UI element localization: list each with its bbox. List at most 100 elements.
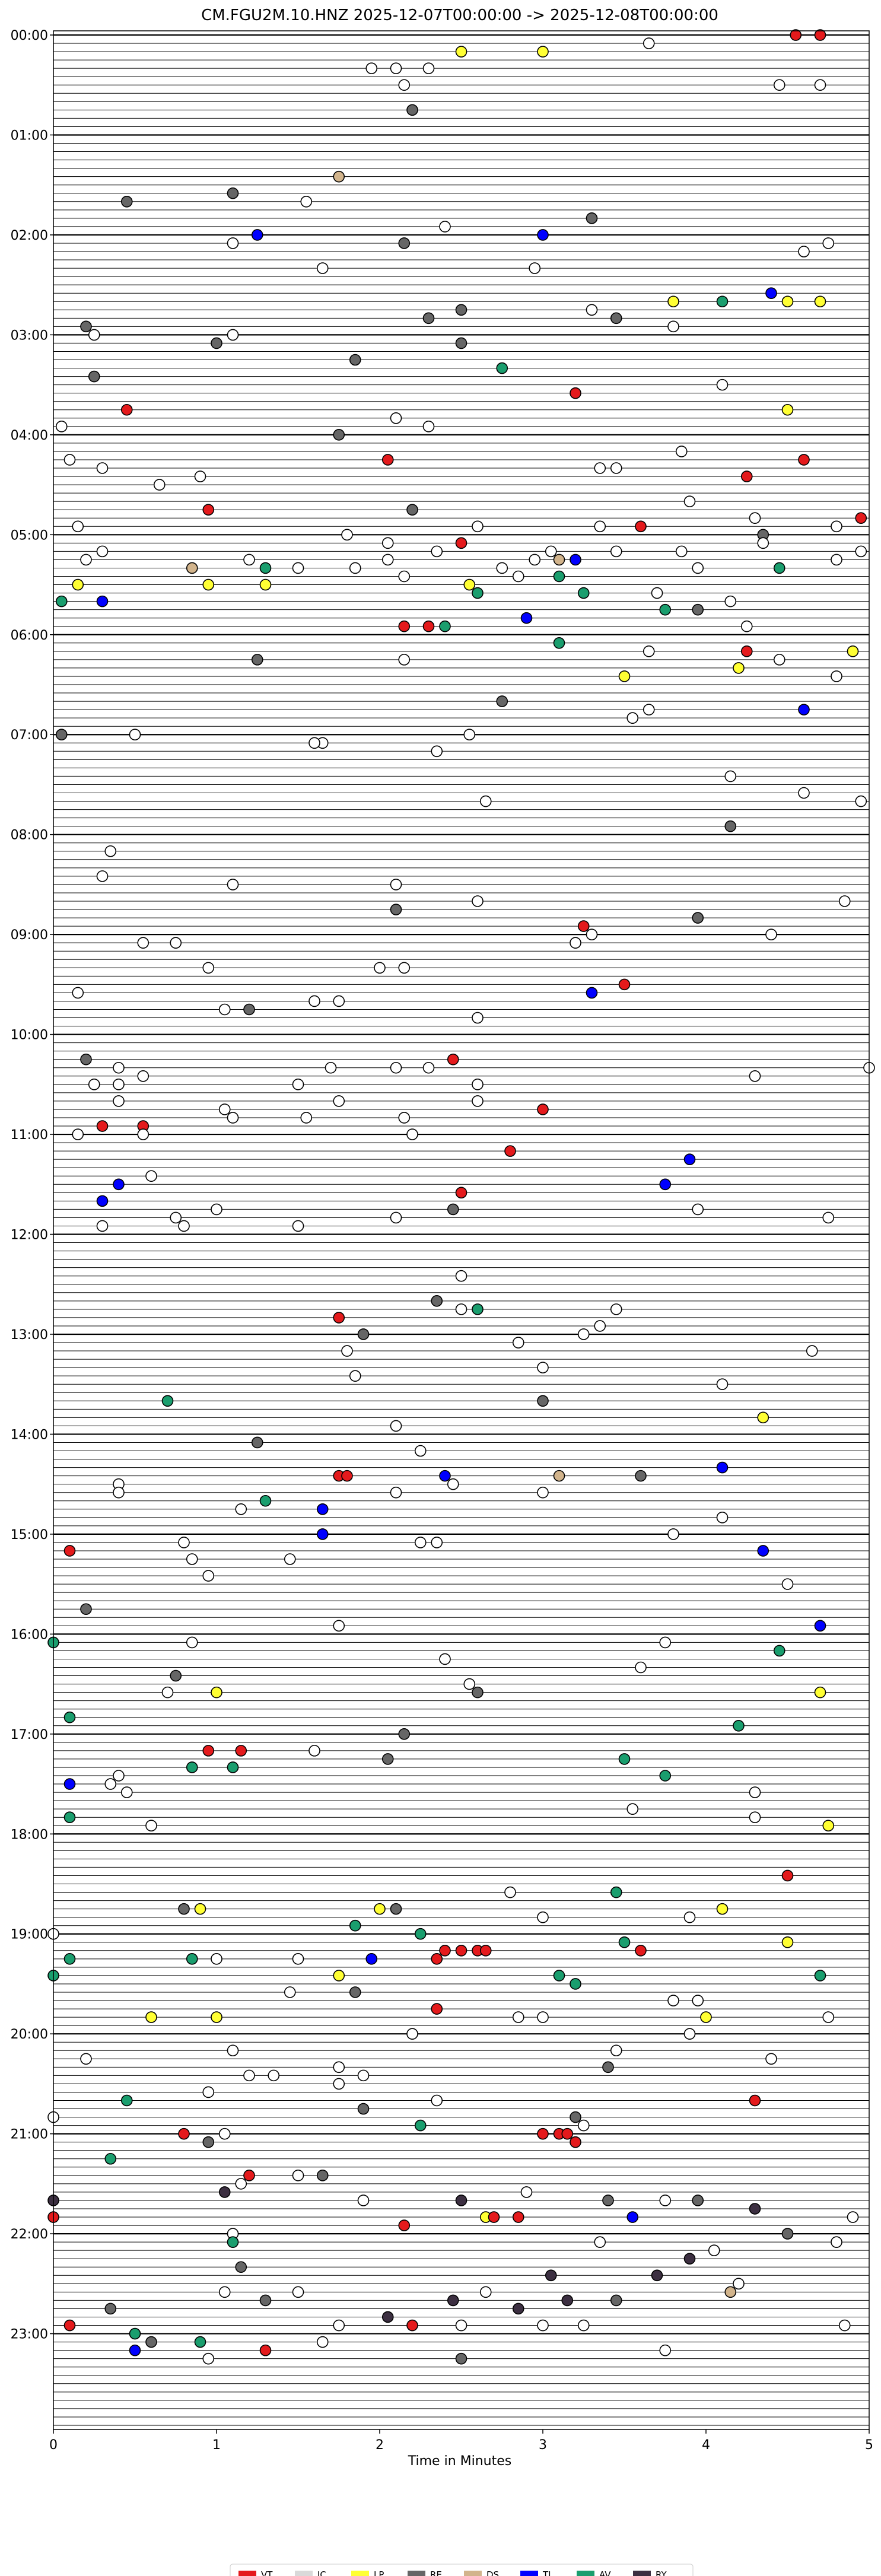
point-vt (96, 1120, 109, 1132)
point-vt (202, 504, 215, 516)
point-unclassified (300, 1112, 313, 1124)
point-unclassified (398, 570, 411, 583)
point-re (602, 2195, 614, 2206)
point-av (120, 2094, 133, 2107)
point-re (455, 337, 467, 349)
point-tl (586, 987, 598, 999)
chart-title: CM.FGU2M.10.HNZ 2025-12-07T00:00:00 -> 2… (201, 7, 718, 24)
data-points (47, 29, 875, 2365)
legend-swatch-av (577, 2571, 594, 2576)
point-unclassified (113, 1061, 125, 1074)
point-av (716, 295, 729, 308)
point-re (211, 337, 222, 349)
point-unclassified (439, 1653, 451, 1665)
point-unclassified (512, 2011, 524, 2023)
point-unclassified (333, 1620, 345, 1632)
point-unclassified (798, 787, 810, 799)
x-tick-label: 1 (212, 2438, 221, 2453)
point-tl (537, 229, 549, 241)
point-unclassified (675, 545, 688, 558)
point-re (227, 187, 239, 199)
point-unclassified (316, 2336, 329, 2348)
point-unclassified (847, 2211, 859, 2223)
point-unclassified (733, 2278, 745, 2290)
point-av (259, 1494, 272, 1507)
point-unclassified (431, 745, 443, 758)
y-tick-label: 06:00 (11, 628, 48, 643)
point-unclassified (422, 1061, 435, 1074)
point-unclassified (243, 2069, 255, 2082)
point-re (145, 2336, 157, 2348)
point-re (390, 1903, 402, 1915)
y-tick-label: 20:00 (11, 2027, 48, 2042)
y-tick-label: 09:00 (11, 928, 48, 943)
point-unclassified (626, 1803, 639, 1815)
point-re (80, 320, 92, 333)
point-unclassified (381, 537, 394, 549)
point-unclassified (683, 495, 696, 507)
point-unclassified (316, 262, 329, 274)
point-re (316, 2170, 329, 2181)
point-lp (781, 1936, 794, 1948)
point-vt (570, 387, 581, 399)
point-unclassified (357, 2069, 370, 2082)
point-unclassified (472, 520, 484, 533)
point-lp (194, 1903, 206, 1915)
point-unclassified (659, 2344, 672, 2356)
point-lp (202, 578, 215, 591)
point-tl (365, 1953, 378, 1965)
point-unclassified (537, 1362, 549, 1373)
point-vt (406, 2319, 418, 2332)
point-lp (333, 1970, 345, 1982)
point-unclassified (643, 704, 655, 715)
point-unclassified (855, 795, 867, 807)
point-ry (218, 2186, 231, 2198)
point-vt (512, 2211, 524, 2223)
point-unclassified (472, 1095, 484, 1107)
point-vt (537, 1103, 549, 1115)
point-tl (659, 1178, 672, 1191)
point-unclassified (300, 195, 313, 208)
point-ds (724, 2286, 737, 2298)
point-lp (757, 1411, 769, 1424)
point-unclassified (390, 62, 402, 74)
point-re (381, 1753, 394, 1765)
point-unclassified (365, 62, 378, 74)
legend-label-ds: DS (486, 2569, 499, 2576)
point-unclassified (398, 962, 411, 974)
point-unclassified (235, 2178, 247, 2190)
point-unclassified (227, 329, 239, 341)
y-tick-label: 02:00 (11, 228, 48, 243)
legend-label-av: AV (599, 2569, 611, 2576)
point-vt (235, 1745, 247, 1757)
point-ds (553, 554, 565, 566)
point-vt (749, 2094, 761, 2107)
y-tick-label: 04:00 (11, 428, 48, 443)
legend-label-tl: TL (542, 2569, 554, 2576)
y-tick-label: 23:00 (11, 2327, 48, 2342)
point-vt (455, 1945, 467, 1957)
point-unclassified (455, 1303, 467, 1315)
point-unclassified (472, 1079, 484, 1090)
point-av (553, 570, 565, 583)
point-unclassified (308, 995, 320, 1007)
point-av (439, 620, 451, 632)
point-av (55, 595, 68, 608)
point-unclassified (740, 620, 753, 632)
point-unclassified (145, 1820, 157, 1832)
point-re (455, 304, 467, 316)
point-unclassified (292, 1220, 304, 1232)
y-tick-label: 16:00 (11, 1627, 48, 1642)
point-unclassified (414, 1445, 427, 1457)
point-re (586, 212, 598, 224)
point-tl (251, 229, 263, 241)
y-tick-label: 11:00 (11, 1128, 48, 1143)
point-unclassified (455, 2319, 467, 2332)
point-unclassified (472, 895, 484, 907)
y-tick-label: 22:00 (11, 2227, 48, 2242)
point-re (406, 504, 418, 516)
point-unclassified (537, 2319, 549, 2332)
point-unclassified (463, 729, 476, 741)
point-unclassified (194, 470, 206, 482)
